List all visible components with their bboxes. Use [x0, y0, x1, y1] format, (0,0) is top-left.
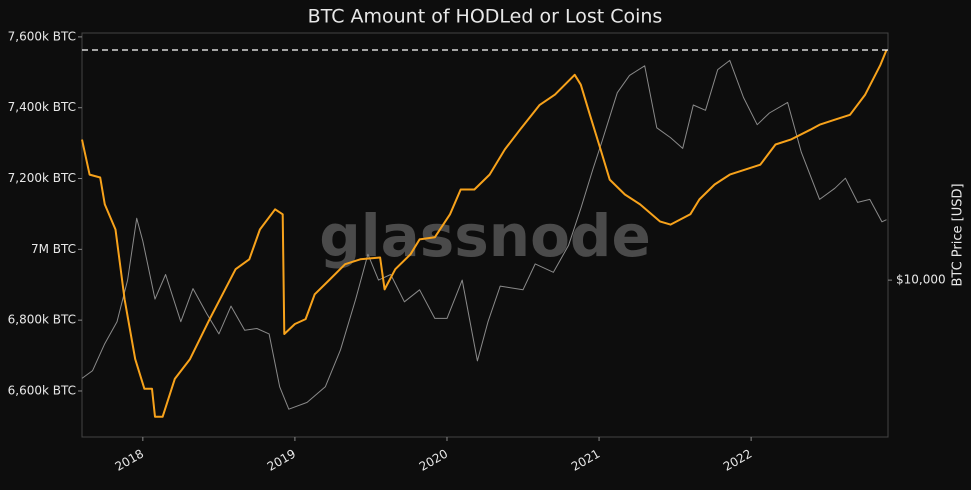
y-tick-label: 6,600k BTC	[8, 383, 76, 397]
y2-tick-label: $10,000	[896, 273, 946, 287]
y-tick-label: 7M BTC	[31, 242, 76, 256]
chart-title: BTC Amount of HODLed or Lost Coins	[308, 6, 663, 28]
y2-axis-label: BTC Price [USD]	[951, 183, 966, 286]
hodl-line	[81, 49, 888, 418]
y-tick-label: 7,600k BTC	[8, 29, 76, 43]
y-tick-label: 7,200k BTC	[8, 171, 76, 185]
price-line	[81, 59, 887, 410]
plot-frame	[81, 32, 889, 438]
y-tick-label: 6,800k BTC	[8, 313, 76, 327]
y-tick-label: 7,400k BTC	[8, 100, 76, 114]
watermark: glassnode	[319, 202, 651, 270]
